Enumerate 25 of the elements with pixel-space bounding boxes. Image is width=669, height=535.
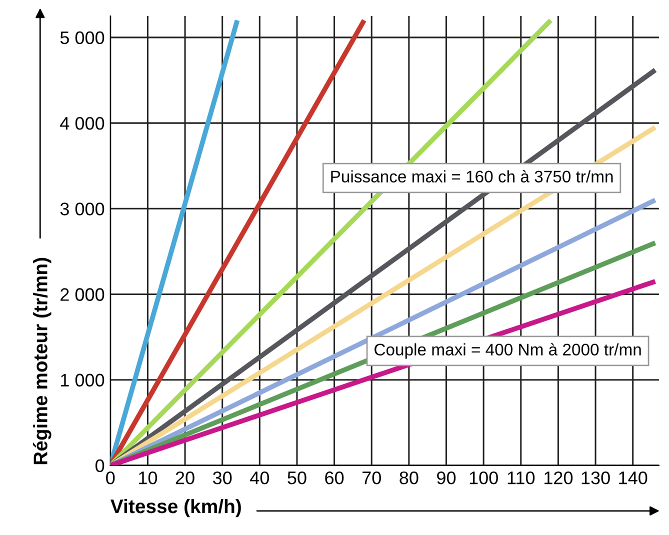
x-tick-label: 20 — [176, 471, 194, 484]
annotation: Puissance maxi = 160 ch à 3750 tr/mn — [331, 170, 613, 182]
x-tick-label: 80 — [400, 471, 418, 484]
y-tick-label: 4 000 — [60, 116, 104, 130]
y-tick-label: 3 000 — [60, 202, 104, 216]
x-tick-label: 0 — [106, 471, 115, 484]
y-tick-label: 1 000 — [61, 374, 104, 387]
x-tick-label: 100 — [470, 471, 498, 484]
x-tick-label: 30 — [212, 471, 232, 484]
y-tick-label: 5 000 — [60, 31, 104, 44]
x-axis-title: Vitesse (km/h) — [110, 498, 241, 518]
x-tick-label: 50 — [288, 471, 306, 484]
y-axis-title: Régime moteur (tr/mn) — [32, 258, 52, 464]
x-tick-label: 110 — [508, 471, 535, 484]
x-tick-label: 120 — [544, 471, 573, 484]
x-tick-label: 70 — [362, 471, 381, 484]
x-tick-label: 60 — [325, 471, 344, 484]
x-tick-label: 140 — [619, 471, 648, 484]
annotation: Couple maxi = 400 Nm à 2000 tr/mn — [374, 343, 641, 359]
y-tick-label: 0 — [95, 459, 104, 472]
x-tick-label: 10 — [139, 471, 158, 484]
x-tick-label: 130 — [582, 471, 610, 484]
x-tick-label: 90 — [437, 471, 456, 484]
y-tick-label: 2 000 — [60, 288, 104, 301]
x-tick-label: 40 — [250, 471, 269, 484]
